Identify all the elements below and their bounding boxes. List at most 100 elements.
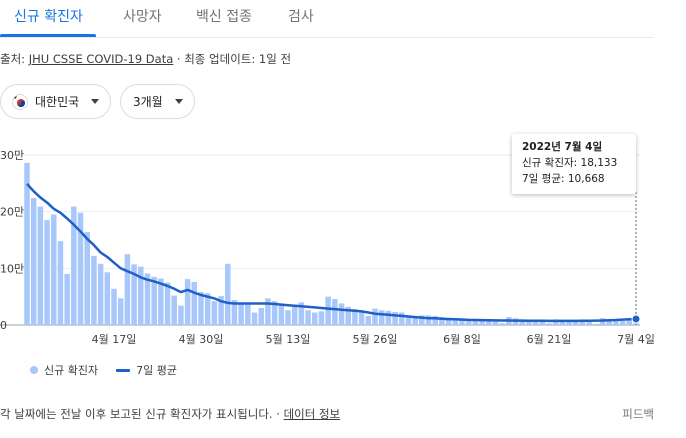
x-tick-label: 4월 30일 (179, 332, 224, 346)
case-bar (378, 310, 385, 325)
x-tick-label: 5월 13일 (266, 332, 311, 346)
case-bar (151, 276, 157, 325)
case-bar (44, 220, 50, 325)
legend-bar-swatch (30, 366, 38, 374)
period-dropdown[interactable]: 3개월 (120, 84, 195, 119)
hover-point (631, 314, 641, 324)
case-bar (184, 279, 191, 325)
case-bar (198, 292, 204, 325)
case-bar (566, 320, 572, 325)
legend-line-swatch (116, 368, 131, 372)
case-bar (97, 263, 104, 325)
country-label: 대한민국 (35, 95, 80, 109)
x-tick-label: 7월 4일 (617, 332, 655, 346)
case-bar (405, 315, 412, 325)
case-bar (586, 322, 592, 325)
x-tick-label: 6월 8일 (443, 332, 481, 346)
chart-tooltip: 2022년 7월 4일 신규 확진자: 18,133 7일 평균: 10,668 (512, 134, 636, 194)
case-bar (472, 319, 479, 325)
case-bar (372, 308, 378, 325)
case-bar (211, 301, 218, 325)
case-bar (104, 272, 111, 325)
case-bar (479, 319, 485, 325)
case-bar (345, 306, 351, 325)
case-bar (619, 321, 626, 325)
case-bar (51, 214, 57, 325)
case-bar (77, 212, 84, 325)
tab-new-cases[interactable]: 신규 확진자 (14, 9, 83, 25)
tab-deaths[interactable]: 사망자 (123, 9, 162, 25)
case-bar (278, 303, 285, 325)
case-bar (593, 323, 599, 325)
case-bar (385, 310, 392, 325)
case-bar (419, 315, 425, 325)
case-bar (552, 319, 559, 325)
source-prefix: 출처: (0, 52, 29, 66)
case-bar (144, 273, 151, 325)
case-bar (298, 302, 305, 325)
case-bar (231, 300, 238, 325)
case-bar (526, 319, 532, 325)
case-bar (37, 206, 44, 325)
average-line (26, 183, 637, 323)
legend-bars-label: 신규 확진자 (44, 364, 99, 377)
y-tick-label: 20만 (0, 206, 24, 219)
chevron-down-icon (174, 99, 183, 104)
case-bar (579, 321, 586, 325)
case-bar (559, 319, 566, 325)
x-tick-label: 6월 21일 (527, 332, 572, 346)
y-tick-label: 10만 (0, 262, 24, 275)
case-bar (492, 321, 499, 325)
case-bar (258, 308, 264, 325)
case-bar (225, 263, 231, 325)
case-bar (218, 296, 224, 325)
case-bar (432, 315, 438, 325)
y-tick-label: 0 (0, 319, 7, 332)
tooltip-cases: 신규 확진자: 18,133 (522, 157, 618, 169)
case-bar (486, 320, 492, 325)
y-tick-label: 30만 (0, 149, 24, 162)
case-bar (111, 288, 117, 325)
case-bar (312, 312, 318, 325)
case-bar (64, 274, 70, 325)
case-bar (124, 254, 131, 325)
korea-flag-icon (12, 93, 28, 110)
chart-y-axis: 30만 20만 10만 0 (0, 149, 24, 332)
tab-tests[interactable]: 검사 (288, 9, 314, 25)
case-bar (24, 162, 30, 325)
case-bar (365, 315, 372, 325)
case-bar (325, 296, 331, 325)
case-bar (245, 304, 251, 325)
case-bar (499, 323, 505, 325)
case-bar (358, 311, 365, 325)
data-info-link[interactable]: 데이터 정보 (283, 407, 341, 421)
case-bar (84, 232, 90, 325)
case-bar (352, 309, 358, 325)
case-bar (138, 266, 144, 325)
tooltip-date: 2022년 7월 4일 (522, 141, 603, 153)
tab-vaccines[interactable]: 백신 접종 (196, 9, 252, 25)
x-tick-label: 5월 26일 (353, 332, 398, 346)
chart-bars (24, 162, 639, 325)
case-bar (305, 310, 311, 325)
case-bar (606, 319, 612, 325)
case-bar (238, 302, 244, 325)
case-bar (392, 311, 398, 325)
case-bar (445, 317, 452, 325)
source-link[interactable]: JHU CSSE COVID-19 Data (28, 52, 174, 66)
chevron-down-icon (91, 99, 100, 104)
case-bar (178, 305, 184, 325)
feedback-link[interactable]: 피드백 (622, 407, 654, 421)
case-bar (171, 295, 177, 325)
country-dropdown[interactable]: 대한민국 (0, 84, 111, 119)
case-bar (164, 282, 171, 325)
case-bar (204, 293, 211, 325)
case-bar (91, 255, 97, 325)
case-bar (71, 206, 77, 325)
case-bar (131, 264, 137, 325)
case-bar (291, 306, 298, 325)
chart-legend: 신규 확진자 7일 평균 (30, 362, 177, 378)
case-bar (265, 298, 271, 325)
case-bar (158, 278, 164, 325)
cases-chart[interactable]: 30만 20만 10만 0 4월 17일 4월 30일 5월 13일 5월 26일 6월 8일… (0, 130, 660, 355)
